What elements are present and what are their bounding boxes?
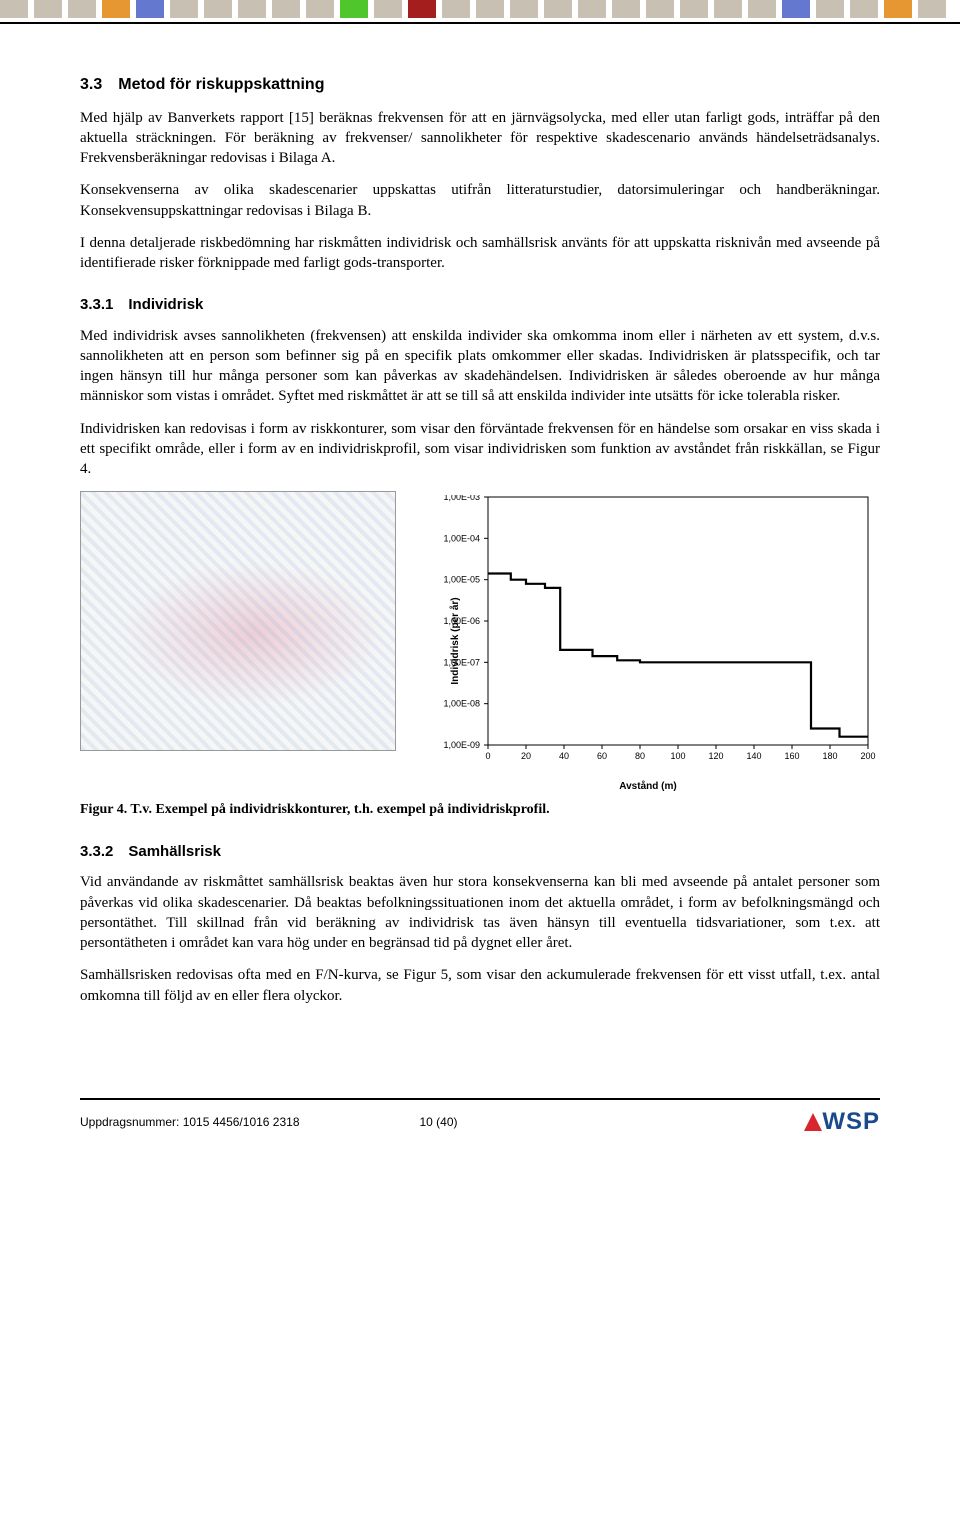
header-square <box>442 0 470 18</box>
paragraph: Samhällsrisken redovisas ofta med en F/N… <box>80 965 880 1006</box>
header-square <box>136 0 164 18</box>
header-square <box>816 0 844 18</box>
header-square <box>272 0 300 18</box>
paragraph: Individrisken kan redovisas i form av ri… <box>80 419 880 480</box>
svg-text:1,00E-07: 1,00E-07 <box>443 658 480 668</box>
svg-text:100: 100 <box>670 751 685 761</box>
heading-3-3-2: 3.3.2 Samhällsrisk <box>80 842 880 862</box>
paragraph: Konsekvenserna av olika skadescenarier u… <box>80 180 880 221</box>
chart-x-axis-label: Avstånd (m) <box>619 780 676 794</box>
footer-uppdragsnummer: Uppdragsnummer: 1015 4456/1016 2318 <box>80 1114 300 1130</box>
svg-text:120: 120 <box>708 751 723 761</box>
header-square <box>612 0 640 18</box>
header-square <box>544 0 572 18</box>
header-square <box>68 0 96 18</box>
header-square <box>578 0 606 18</box>
header-square <box>680 0 708 18</box>
header-square <box>884 0 912 18</box>
svg-text:200: 200 <box>860 751 875 761</box>
header-square <box>748 0 776 18</box>
individrisk-profile-chart: Individrisk (per år) 1,00E-031,00E-041,0… <box>416 491 880 791</box>
header-square <box>34 0 62 18</box>
paragraph: Med individrisk avses sannolikheten (fre… <box>80 326 880 407</box>
wsp-logo: WSP <box>804 1106 880 1138</box>
svg-text:60: 60 <box>597 751 607 761</box>
svg-text:80: 80 <box>635 751 645 761</box>
figure-4-row: Individrisk (per år) 1,00E-031,00E-041,0… <box>80 491 880 791</box>
page-footer: Uppdragsnummer: 1015 4456/1016 2318 10 (… <box>0 1106 960 1158</box>
svg-text:1,00E-03: 1,00E-03 <box>443 495 480 502</box>
header-square <box>918 0 946 18</box>
footer-rule <box>80 1098 880 1100</box>
header-square <box>340 0 368 18</box>
svg-text:20: 20 <box>521 751 531 761</box>
wsp-logo-triangle-icon <box>804 1113 822 1131</box>
header-square <box>646 0 674 18</box>
header-square <box>170 0 198 18</box>
paragraph: I denna detaljerade riskbedömning har ri… <box>80 233 880 274</box>
paragraph: Med hjälp av Banverkets rapport [15] ber… <box>80 108 880 169</box>
risk-contour-map-image <box>80 491 396 751</box>
page-content: 3.3 Metod för riskuppskattning Med hjälp… <box>0 74 960 1058</box>
svg-text:1,00E-08: 1,00E-08 <box>443 699 480 709</box>
svg-text:180: 180 <box>822 751 837 761</box>
svg-text:0: 0 <box>485 751 490 761</box>
figure-4-caption: Figur 4. T.v. Exempel på individriskkont… <box>80 801 880 820</box>
header-square <box>374 0 402 18</box>
svg-text:140: 140 <box>746 751 761 761</box>
footer-page-number: 10 (40) <box>420 1114 458 1130</box>
heading-3-3: 3.3 Metod för riskuppskattning <box>80 74 880 96</box>
header-square <box>0 0 28 18</box>
header-square <box>204 0 232 18</box>
svg-text:1,00E-04: 1,00E-04 <box>443 534 480 544</box>
header-square <box>510 0 538 18</box>
header-square <box>782 0 810 18</box>
svg-text:1,00E-06: 1,00E-06 <box>443 616 480 626</box>
header-square <box>238 0 266 18</box>
header-square <box>850 0 878 18</box>
wsp-logo-text: WSP <box>822 1106 880 1138</box>
svg-text:1,00E-05: 1,00E-05 <box>443 575 480 585</box>
header-square <box>714 0 742 18</box>
header-square <box>102 0 130 18</box>
header-color-bar <box>0 0 960 24</box>
svg-text:160: 160 <box>784 751 799 761</box>
svg-text:40: 40 <box>559 751 569 761</box>
header-square <box>306 0 334 18</box>
paragraph: Vid användande av riskmåttet samhällsris… <box>80 872 880 953</box>
chart-svg: 1,00E-03 1,00E-04 1,00E-05 1,00E-06 1,00E-07… <box>432 495 878 775</box>
header-square <box>408 0 436 18</box>
svg-text:1,00E-09: 1,00E-09 <box>443 740 480 750</box>
heading-3-3-1: 3.3.1 Individrisk <box>80 295 880 315</box>
header-square <box>476 0 504 18</box>
